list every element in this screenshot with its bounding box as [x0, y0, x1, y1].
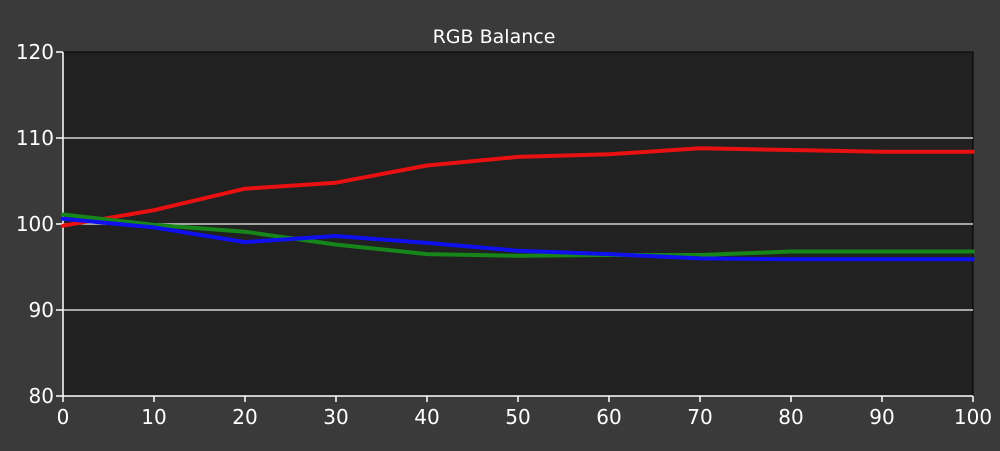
x-tick-label: 70 — [687, 405, 712, 429]
chart-title: RGB Balance — [433, 26, 556, 48]
x-tick-label: 10 — [141, 405, 166, 429]
x-tick-label: 90 — [869, 405, 894, 429]
series-line-3 — [61, 216, 975, 262]
series-line-1 — [61, 146, 975, 228]
x-axis: 0 10 20 30 40 50 60 70 80 90 100 — [57, 395, 992, 429]
y-tick-label: 80 — [29, 384, 54, 408]
y-tick-label: 90 — [29, 298, 54, 322]
series-lines — [61, 146, 975, 262]
x-tick-label: 100 — [954, 405, 992, 429]
x-tick-label: 40 — [414, 405, 439, 429]
y-axis: 80 90 100 110 120 — [16, 40, 64, 408]
x-tick-label: 50 — [505, 405, 530, 429]
x-tick-label: 80 — [778, 405, 803, 429]
y-tick-label: 100 — [16, 212, 54, 236]
x-tick-label: 20 — [232, 405, 257, 429]
x-tick-label: 0 — [57, 405, 70, 429]
grid-lines — [63, 137, 973, 311]
series-line-2 — [61, 212, 975, 258]
y-tick-label: 120 — [16, 40, 54, 64]
x-tick-label: 30 — [323, 405, 348, 429]
y-tick-label: 110 — [16, 126, 54, 150]
x-tick-label: 60 — [596, 405, 621, 429]
